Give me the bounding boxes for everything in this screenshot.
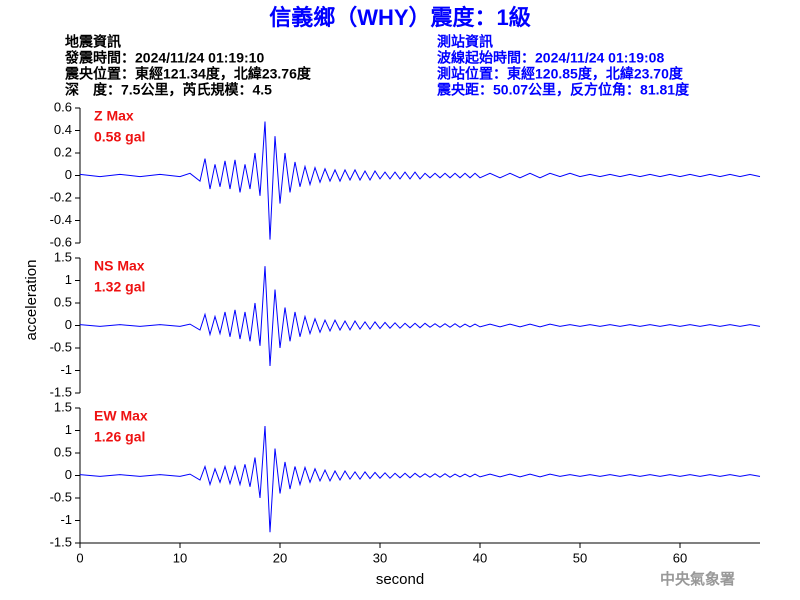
station-info: 測站資訊 bbox=[437, 34, 493, 50]
y-tick-label: 0 bbox=[65, 467, 72, 482]
y-tick-label: 1 bbox=[65, 272, 72, 287]
y-tick-label: -0.5 bbox=[50, 339, 72, 354]
y-tick-label: 0 bbox=[65, 167, 72, 182]
y-tick-label: 1.5 bbox=[54, 249, 72, 264]
y-tick-label: 0.4 bbox=[54, 122, 72, 137]
y-tick-label: 0.5 bbox=[54, 444, 72, 459]
y-tick-label: -1 bbox=[60, 362, 72, 377]
y-tick-label: 0 bbox=[65, 317, 72, 332]
y-tick-label: -1.5 bbox=[50, 384, 72, 399]
station-info: 測站位置：東經120.85度，北緯23.70度 bbox=[437, 66, 684, 82]
x-axis-label: second bbox=[376, 571, 424, 588]
max-label: 1.32 gal bbox=[94, 279, 145, 295]
waveform bbox=[79, 121, 761, 240]
y-tick-label: -1.5 bbox=[50, 534, 72, 549]
y-tick-label: -0.4 bbox=[50, 212, 72, 227]
x-tick-label: 10 bbox=[173, 550, 187, 565]
y-tick-label: 1 bbox=[65, 422, 72, 437]
y-axis-label: acceleration bbox=[23, 260, 40, 341]
max-label: 0.58 gal bbox=[94, 129, 145, 145]
y-tick-label: 0.2 bbox=[54, 144, 72, 159]
quake-info: 發震時間：2024/11/24 01:19:10 bbox=[64, 50, 264, 66]
y-tick-label: -0.6 bbox=[50, 234, 72, 249]
x-tick-label: 30 bbox=[373, 550, 387, 565]
panel-label: Z Max bbox=[94, 108, 134, 124]
waveform bbox=[79, 266, 761, 367]
y-tick-label: 0.6 bbox=[54, 99, 72, 114]
x-tick-label: 0 bbox=[76, 550, 83, 565]
x-tick-label: 60 bbox=[673, 550, 687, 565]
title: 信義鄉（WHY）震度：1級 bbox=[269, 5, 531, 30]
y-tick-label: 1.5 bbox=[54, 399, 72, 414]
x-tick-label: 50 bbox=[573, 550, 587, 565]
quake-info: 地震資訊 bbox=[65, 34, 121, 50]
y-tick-label: -1 bbox=[60, 512, 72, 527]
y-tick-label: 0.5 bbox=[54, 294, 72, 309]
panel-label: EW Max bbox=[94, 408, 148, 424]
x-tick-label: 40 bbox=[473, 550, 487, 565]
station-info: 震央距：50.07公里，反方位角：81.81度 bbox=[436, 82, 690, 98]
credit: 中央氣象署 bbox=[660, 570, 735, 588]
station-info: 波線起始時間：2024/11/24 01:19:08 bbox=[437, 50, 664, 66]
y-tick-label: -0.5 bbox=[50, 489, 72, 504]
waveform bbox=[79, 425, 761, 533]
x-tick-label: 20 bbox=[273, 550, 287, 565]
quake-info: 深 度：7.5公里，芮氏規模：4.5 bbox=[65, 82, 272, 98]
max-label: 1.26 gal bbox=[94, 429, 145, 445]
y-tick-label: -0.2 bbox=[50, 189, 72, 204]
quake-info: 震央位置：東經121.34度，北緯23.76度 bbox=[64, 66, 312, 82]
panel-label: NS Max bbox=[94, 258, 145, 274]
